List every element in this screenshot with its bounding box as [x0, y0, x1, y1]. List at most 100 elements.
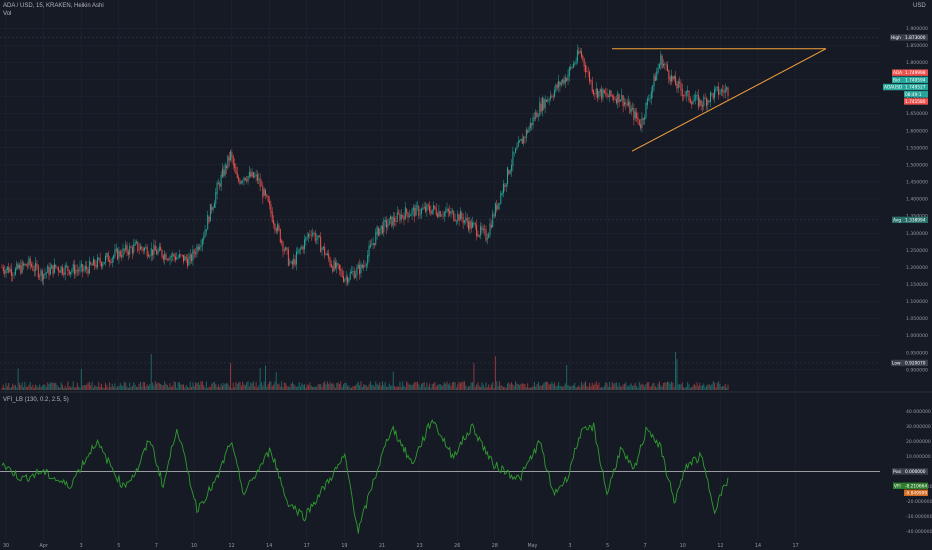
candle: [144, 246, 146, 255]
candle: [162, 254, 164, 263]
volume-bar: [144, 382, 146, 390]
candle: [652, 84, 654, 99]
volume-bar: [44, 384, 46, 390]
volume-bar: [100, 383, 102, 390]
candle: [39, 273, 41, 281]
vfi-tick-label: 30.000000: [906, 424, 931, 430]
time-tick-label: 23: [417, 543, 423, 549]
volume-bar: [21, 382, 23, 390]
volume-bar: [681, 382, 683, 390]
volume-bar: [332, 383, 334, 390]
candle: [121, 249, 123, 261]
candle: [424, 201, 427, 214]
candle: [648, 94, 650, 102]
price-tick-label: 1.100000: [906, 299, 928, 305]
candle: [515, 147, 517, 154]
volume-bar: [511, 382, 513, 390]
volume-bar: [352, 386, 354, 390]
candle: [688, 90, 690, 103]
candle: [501, 190, 503, 197]
candle: [114, 243, 116, 259]
candle: [415, 201, 417, 216]
candle: [17, 262, 19, 270]
candle: [24, 263, 26, 267]
candle: [550, 91, 552, 102]
grid-lines: [0, 0, 880, 540]
candle: [192, 245, 194, 266]
volume-bar: [402, 381, 404, 390]
volume-bar: [539, 385, 541, 390]
volume-bar: [474, 386, 476, 390]
candle: [270, 200, 272, 218]
volume-bar: [665, 382, 667, 390]
candle: [576, 44, 578, 65]
volume-bar: [605, 382, 607, 390]
candle: [654, 72, 656, 82]
volume-bar: [719, 383, 721, 390]
volume-bar: [114, 383, 116, 390]
candle: [103, 261, 105, 265]
candle: [102, 261, 104, 270]
volume-bar: [20, 385, 22, 390]
candle: [216, 180, 218, 200]
volume-bar: [654, 386, 656, 390]
volume-bar: [512, 384, 514, 390]
volume-bar: [634, 382, 636, 390]
symbol-title[interactable]: ADA / USD, 15, KRAKEN, Heikin Ashi: [3, 3, 104, 9]
volume-bar: [597, 384, 599, 390]
candle: [521, 133, 523, 144]
candle: [603, 89, 605, 95]
volume-bar: [137, 386, 139, 390]
svg-text:1.338994: 1.338994: [905, 217, 926, 223]
candle: [623, 97, 625, 107]
volume-bar: [509, 384, 511, 390]
volume-bar: [135, 386, 137, 390]
volume-bar: [646, 381, 648, 390]
candle: [246, 175, 248, 184]
candle: [68, 269, 70, 276]
volume-bar: [125, 382, 127, 390]
candle: [640, 118, 642, 131]
volume-bar: [342, 384, 344, 390]
volume-bar: [416, 381, 418, 390]
volume-bar: [203, 385, 205, 390]
volume-bar: [685, 386, 687, 390]
candle: [2, 264, 4, 275]
candle: [427, 202, 429, 210]
candle: [672, 75, 674, 83]
triangle-pattern[interactable]: [612, 48, 827, 152]
volume-bar: [205, 381, 207, 390]
volume-bar: [105, 383, 107, 390]
volume-bar: [469, 385, 471, 390]
support-line[interactable]: [631, 48, 827, 152]
volume-bar: [462, 381, 464, 390]
volume-bar: [293, 384, 295, 390]
volume-bar: [489, 387, 491, 390]
volume-bar: [365, 385, 367, 390]
volume-bar: [130, 387, 132, 390]
candle: [79, 260, 81, 275]
volume-bar: [689, 387, 691, 390]
volume-bar: [306, 384, 308, 390]
candle: [60, 265, 62, 275]
volume-bar: [126, 386, 128, 390]
time-tick-label: 10: [191, 543, 197, 549]
indicator-label[interactable]: VFI_LB (130, 0.2, 2.5, 5): [3, 397, 69, 403]
volume-bar: [328, 384, 330, 390]
candle: [244, 177, 246, 181]
volume-bar: [403, 385, 405, 390]
volume-bar: [227, 383, 229, 390]
candle: [145, 243, 147, 249]
volume-bar: [226, 382, 228, 390]
volume-bar: [652, 383, 654, 390]
candle: [274, 222, 276, 234]
volume-bar: [31, 386, 33, 390]
volume-bar: [493, 387, 495, 390]
volume-bar: [623, 383, 625, 390]
volume-bar: [521, 382, 523, 390]
candle: [371, 238, 373, 246]
candle: [298, 248, 300, 255]
time-axis[interactable]: 30 Apr 3 5 7 10 12 14 17 19 21 23 26 28 May 3 5 7 10 12 14 17: [3, 543, 799, 549]
time-tick-label: 26: [454, 543, 460, 549]
